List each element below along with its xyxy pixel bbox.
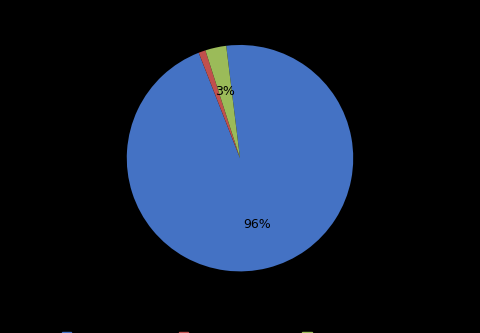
Text: 96%: 96% — [243, 217, 271, 230]
Legend: Wages & Salaries, Employee Benefits, Operating Expenses: Wages & Salaries, Employee Benefits, Ope… — [58, 328, 422, 333]
Wedge shape — [127, 45, 353, 271]
Text: 3%: 3% — [216, 85, 235, 98]
Wedge shape — [205, 46, 240, 158]
Wedge shape — [199, 50, 240, 158]
